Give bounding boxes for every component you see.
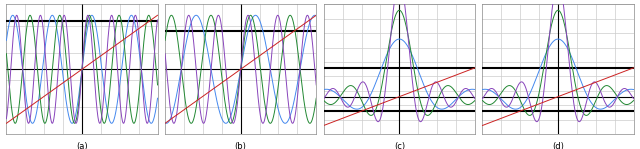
Text: (c): (c) [394,142,405,149]
Text: (a): (a) [76,142,88,149]
Text: (b): (b) [235,142,246,149]
Text: (d): (d) [552,142,564,149]
